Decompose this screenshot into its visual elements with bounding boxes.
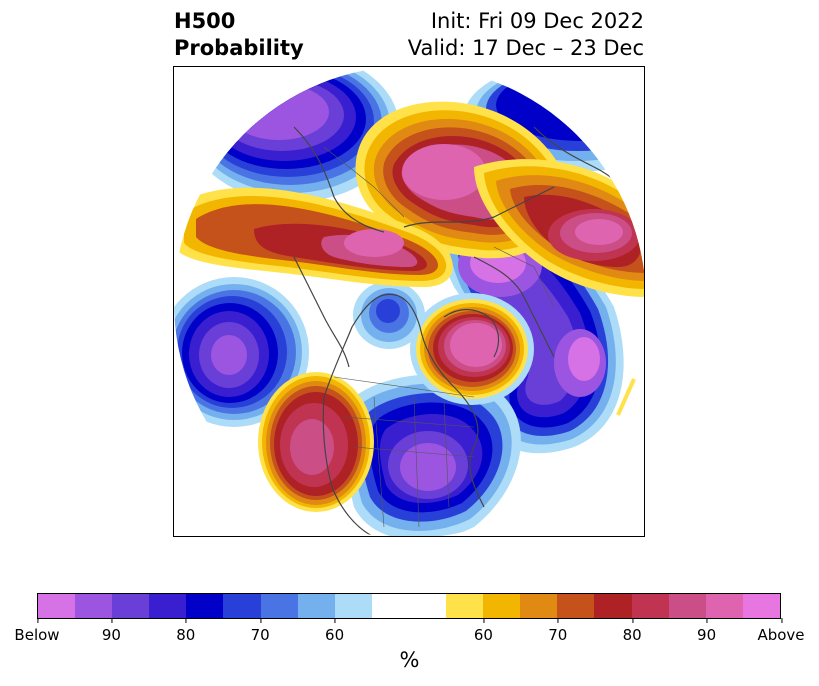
above-region-northeast xyxy=(474,159,644,297)
tick-text: 80 xyxy=(622,626,642,644)
colorbar-tick-label: 60 xyxy=(325,618,345,644)
tick-text: Below xyxy=(14,626,60,644)
colorbar-segment xyxy=(631,594,669,618)
colorbar-segment xyxy=(75,594,113,618)
colorbar-tick-label: 60 xyxy=(473,618,493,644)
borders xyxy=(323,126,635,528)
colorbar-tick-label: Below xyxy=(14,618,60,644)
below-region-south xyxy=(342,374,521,536)
colorbar-tick-label: 70 xyxy=(250,618,270,644)
colorbar-segment xyxy=(371,594,447,618)
title-right: Init: Fri 09 Dec 2022 Valid: 17 Dec – 23… xyxy=(408,8,644,62)
below-region-beaufort xyxy=(353,281,425,349)
tick-text: 80 xyxy=(176,626,196,644)
tick-text: 60 xyxy=(325,626,345,644)
title-left: H500 Probability xyxy=(174,8,304,62)
above-region-greenland xyxy=(410,293,534,405)
colorbar-tick-label: 90 xyxy=(697,618,717,644)
colorbar-segment xyxy=(38,594,76,618)
colorbar-segment xyxy=(186,594,224,618)
init-date: Init: Fri 09 Dec 2022 xyxy=(430,9,644,33)
tick-text: 70 xyxy=(548,626,568,644)
colorbar-label: % xyxy=(399,648,420,672)
colorbar-segment xyxy=(483,594,521,618)
colorbar xyxy=(37,593,781,619)
above-region-southwest xyxy=(258,372,374,512)
title-variable: H500 xyxy=(174,9,236,33)
colorbar-tick-label: 80 xyxy=(176,618,196,644)
edge-streak xyxy=(616,378,636,416)
colorbar-segment xyxy=(742,594,780,618)
colorbar-ticks: Below 90 80 70 60 60 70 80 90 Above xyxy=(14,618,805,644)
colorbar-segment xyxy=(520,594,558,618)
valid-range: Valid: 17 Dec – 23 Dec xyxy=(407,36,644,60)
map-panel xyxy=(173,66,645,537)
colorbar-segment xyxy=(112,594,150,618)
colorbar-segment xyxy=(557,594,595,618)
tick-text: 90 xyxy=(101,626,121,644)
colorbar-segment xyxy=(705,594,743,618)
tick-text: 90 xyxy=(697,626,717,644)
probability-map xyxy=(174,67,644,536)
tick-text: Above xyxy=(757,626,805,644)
colorbar-segment xyxy=(223,594,261,618)
colorbar-tick-label: 90 xyxy=(101,618,121,644)
tick-text: 70 xyxy=(250,626,270,644)
colorbar-tick-label: 70 xyxy=(548,618,568,644)
colorbar-segment xyxy=(149,594,187,618)
above-region-west xyxy=(174,187,453,287)
colorbar-segment xyxy=(260,594,298,618)
colorbar-tick-label: 80 xyxy=(622,618,642,644)
colorbar-segment xyxy=(594,594,632,618)
tick-text: 60 xyxy=(473,626,493,644)
title-type: Probability xyxy=(174,36,304,60)
colorbar-segment xyxy=(297,594,335,618)
colorbar-segment xyxy=(668,594,706,618)
coastlines xyxy=(293,126,640,536)
colorbar-segment xyxy=(446,594,484,618)
colorbar-tick-label: Above xyxy=(757,618,805,644)
below-region-west xyxy=(174,277,309,427)
colorbar-segment xyxy=(334,594,372,618)
